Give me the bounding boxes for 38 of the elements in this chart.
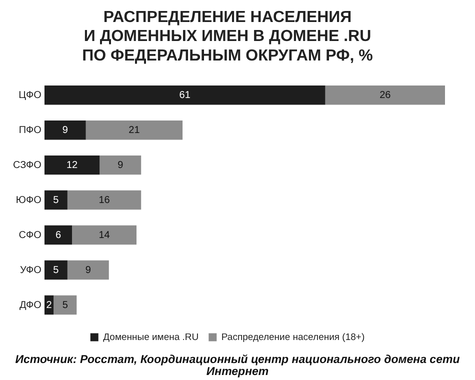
data-label: 9 bbox=[62, 124, 68, 136]
data-label: 21 bbox=[128, 124, 140, 136]
bar bbox=[325, 85, 445, 105]
legend-label: Распределение населения (18+) bbox=[221, 332, 365, 343]
data-label: 9 bbox=[85, 264, 92, 276]
data-label: 14 bbox=[98, 230, 110, 241]
bar bbox=[44, 225, 72, 245]
data-label: 5 bbox=[62, 300, 68, 311]
y-tick-label: ЮФО bbox=[16, 194, 42, 206]
bar bbox=[67, 190, 142, 210]
y-tick-label: СФО bbox=[18, 230, 42, 241]
bar bbox=[86, 120, 183, 140]
y-tick-label: СЗФО bbox=[12, 160, 42, 171]
data-label: 2 bbox=[46, 300, 52, 311]
bar bbox=[54, 295, 77, 315]
y-tick-label: ДФО bbox=[19, 300, 42, 311]
bar bbox=[67, 260, 109, 280]
bar bbox=[44, 155, 100, 175]
bar bbox=[44, 190, 68, 210]
bar bbox=[44, 260, 68, 280]
bar bbox=[44, 120, 86, 140]
data-label: 5 bbox=[53, 264, 60, 276]
y-tick-label: ЦФО bbox=[18, 90, 42, 101]
legend-label: Доменные имена .RU bbox=[103, 332, 199, 343]
bar bbox=[44, 85, 326, 105]
data-label: 26 bbox=[380, 90, 392, 101]
bar bbox=[100, 155, 142, 175]
data-label: 61 bbox=[179, 90, 191, 101]
y-tick-label: ПФО bbox=[18, 124, 42, 136]
data-label: 12 bbox=[66, 160, 78, 171]
data-label: 6 bbox=[55, 230, 62, 241]
data-label: 5 bbox=[53, 194, 60, 206]
data-label: 16 bbox=[98, 194, 110, 206]
chart-title: РАСПРЕДЕЛЕНИЕ НАСЕЛЕНИЯ И ДОМЕННЫХ ИМЕН В ДОМЕНЕ .RU ПО ФЕДЕРАЛЬНЫМ ОКРУГАМ РФ, % bbox=[82, 9, 373, 64]
y-tick-label: УФО bbox=[20, 264, 42, 276]
bar bbox=[72, 225, 137, 245]
data-label: 9 bbox=[118, 160, 124, 171]
text: Источник: Росстат, Координационный центр национального домена сети Интернет bbox=[14, 354, 461, 378]
